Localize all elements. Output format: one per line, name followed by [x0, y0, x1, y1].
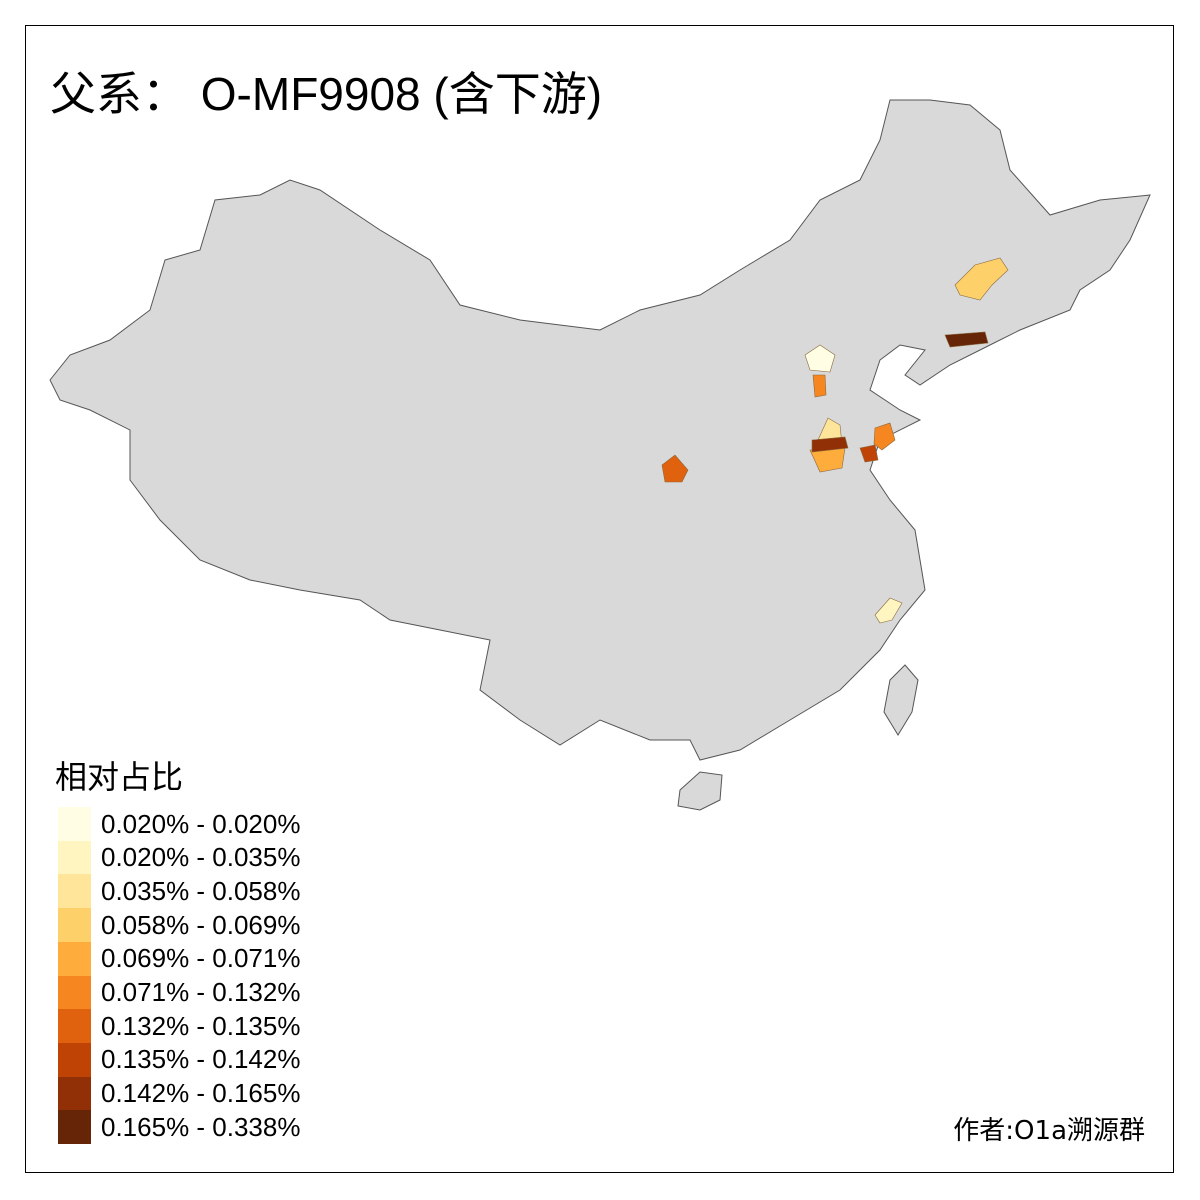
legend-swatch [58, 874, 91, 909]
legend-item: 0.165% - 0.338% [58, 1110, 301, 1145]
legend-swatch [58, 908, 91, 943]
legend-swatch [58, 1042, 91, 1077]
legend-label: 0.132% - 0.135% [101, 1010, 301, 1041]
legend-label: 0.035% - 0.058% [101, 875, 301, 906]
author-credit: 作者:O1a溯源群 [953, 1116, 1145, 1146]
hainan-island [677, 771, 723, 811]
region-liaoning-area [944, 331, 989, 348]
legend-item: 0.058% - 0.069% [58, 908, 301, 943]
legend-swatch [58, 840, 91, 875]
legend-label: 0.071% - 0.132% [101, 977, 301, 1007]
legend-label: 0.165% - 0.338% [101, 1111, 301, 1142]
figure-border [25, 25, 1174, 1173]
legend-label: 0.020% - 0.020% [101, 808, 301, 839]
region-rizhao-area [859, 444, 879, 463]
legend-swatch [58, 1009, 91, 1044]
legend-item: 0.132% - 0.135% [58, 1009, 301, 1044]
region-shaanxi-area [661, 454, 689, 483]
legend-item: 0.071% - 0.132% [58, 975, 301, 1010]
china-mainland [49, 99, 1151, 761]
legend-item: 0.142% - 0.165% [58, 1076, 301, 1111]
legend-swatch [58, 1110, 91, 1145]
legend-item: 0.020% - 0.020% [58, 807, 300, 841]
region-shandong-dark [811, 436, 849, 453]
legend-item: 0.020% - 0.035% [58, 840, 301, 875]
highlighted-regions [661, 257, 1009, 624]
region-heilongjiang-area [954, 257, 1009, 301]
legend-swatch [58, 975, 91, 1010]
legend-title: 相对占比 [55, 758, 184, 796]
taiwan-island [883, 664, 919, 736]
legend-label: 0.142% - 0.165% [101, 1078, 301, 1109]
legend-label: 0.069% - 0.071% [101, 943, 301, 974]
legend-item: 0.069% - 0.071% [58, 941, 301, 976]
map-title: 父系： O-MF9908 (含下游) [50, 68, 603, 120]
region-zhejiang-area [874, 597, 903, 624]
region-qingdao-area [873, 422, 896, 451]
legend-swatch [58, 941, 91, 976]
legend-item: 0.135% - 0.142% [58, 1042, 301, 1077]
region-beijing-area [804, 344, 836, 373]
region-hebei-area [812, 374, 827, 398]
legend-label: 0.058% - 0.069% [101, 909, 301, 940]
legend-item: 0.035% - 0.058% [58, 874, 301, 909]
legend-swatch [58, 1076, 91, 1111]
legend-swatch [58, 807, 91, 841]
legend-label: 0.135% - 0.142% [101, 1044, 301, 1075]
legend-label: 0.020% - 0.035% [101, 842, 301, 873]
